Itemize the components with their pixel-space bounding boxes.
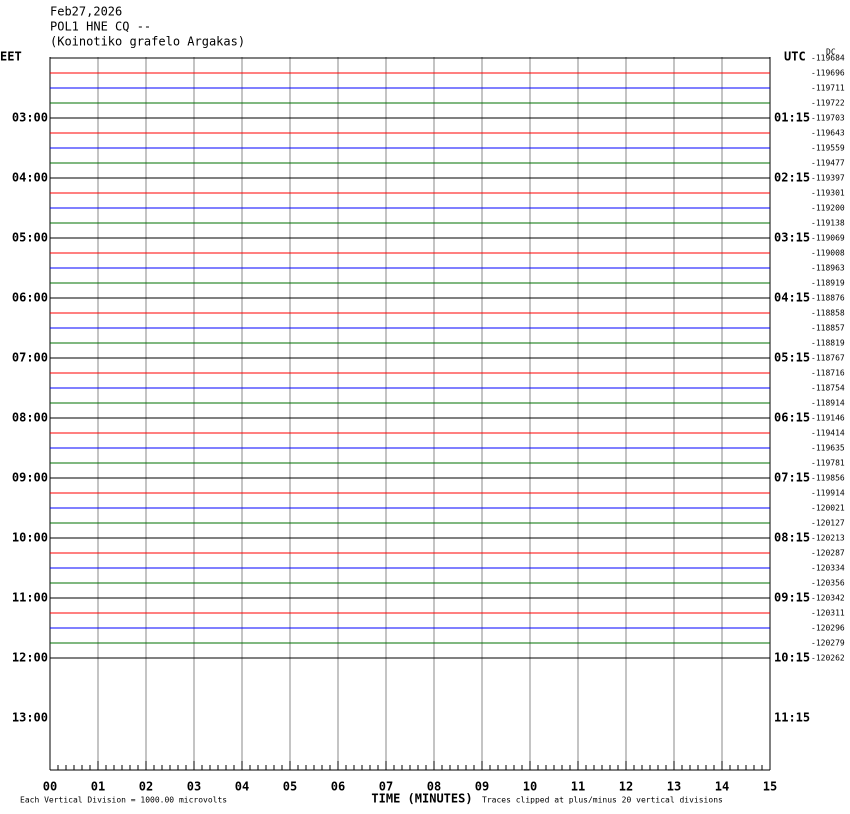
left-time-label: 07:00 <box>12 351 48 365</box>
trace-offset: -119477 <box>811 159 845 168</box>
trace-offset: -119138 <box>811 219 845 228</box>
trace-offset: -119684 <box>811 54 845 63</box>
trace-offset: -118919 <box>811 279 845 288</box>
trace-offset: -119696 <box>811 69 845 78</box>
trace-offset: -120342 <box>811 594 845 603</box>
trace-offset: -118858 <box>811 309 845 318</box>
x-tick-label: 00 <box>43 780 57 794</box>
left-time-label: 13:00 <box>12 711 48 725</box>
x-tick-label: 02 <box>139 780 153 794</box>
trace-offset: -119397 <box>811 174 845 183</box>
left-time-label: 10:00 <box>12 531 48 545</box>
x-tick-label: 05 <box>283 780 297 794</box>
trace-offset: -118876 <box>811 294 845 303</box>
location: (Koinotiko grafelo Argakas) <box>50 35 245 49</box>
x-tick-label: 07 <box>379 780 393 794</box>
station: POL1 HNE CQ -- <box>50 20 151 34</box>
trace-offset: -119414 <box>811 429 845 438</box>
trace-offset: -120127 <box>811 519 845 528</box>
trace-offset: -119703 <box>811 114 845 123</box>
trace-offset: -119559 <box>811 144 845 153</box>
right-time-label: 01:15 <box>774 111 810 125</box>
trace-offset: -119146 <box>811 414 845 423</box>
right-time-label: 03:15 <box>774 231 810 245</box>
x-tick-label: 10 <box>523 780 537 794</box>
x-tick-label: 01 <box>91 780 105 794</box>
trace-offset: -118819 <box>811 339 845 348</box>
corner-label: DC <box>826 48 836 57</box>
trace-offset: -120021 <box>811 504 845 513</box>
left-time-label: 06:00 <box>12 291 48 305</box>
trace-offset: -120213 <box>811 534 845 543</box>
trace-offset: -119856 <box>811 474 845 483</box>
date: Feb27,2026 <box>50 5 122 19</box>
trace-offset: -120296 <box>811 624 845 633</box>
right-time-label: 09:15 <box>774 591 810 605</box>
scale-note: Each Vertical Division = 1000.00 microvo… <box>20 796 227 805</box>
x-tick-label: 15 <box>763 780 777 794</box>
left-time-label: 08:00 <box>12 411 48 425</box>
x-tick-label: 12 <box>619 780 633 794</box>
left-time-label: 04:00 <box>12 171 48 185</box>
trace-offset: -120287 <box>811 549 845 558</box>
left-time-label: 09:00 <box>12 471 48 485</box>
trace-offset: -119914 <box>811 489 845 498</box>
x-tick-label: 03 <box>187 780 201 794</box>
trace-offset: -118963 <box>811 264 845 273</box>
x-tick-label: 09 <box>475 780 489 794</box>
trace-offset: -120356 <box>811 579 845 588</box>
x-tick-label: 06 <box>331 780 345 794</box>
trace-offset: -119635 <box>811 444 845 453</box>
right-axis-title: UTC <box>784 50 806 64</box>
trace-offset: -118767 <box>811 354 845 363</box>
right-time-label: 06:15 <box>774 411 810 425</box>
trace-offset: -119200 <box>811 204 845 213</box>
x-tick-label: 11 <box>571 780 585 794</box>
trace-offset: -119722 <box>811 99 845 108</box>
trace-offset: -119781 <box>811 459 845 468</box>
right-time-label: 02:15 <box>774 171 810 185</box>
clip-note: Traces clipped at plus/minus 20 vertical… <box>482 796 723 805</box>
right-time-label: 10:15 <box>774 651 810 665</box>
x-axis-title: TIME (MINUTES) <box>371 792 472 806</box>
left-time-label: 12:00 <box>12 651 48 665</box>
x-tick-label: 13 <box>667 780 681 794</box>
right-time-label: 04:15 <box>774 291 810 305</box>
trace-offset: -119711 <box>811 84 845 93</box>
left-time-label: 11:00 <box>12 591 48 605</box>
trace-offset: -120262 <box>811 654 845 663</box>
trace-offset: -119008 <box>811 249 845 258</box>
trace-offset: -118754 <box>811 384 845 393</box>
trace-offset: -120279 <box>811 639 845 648</box>
right-time-label: 05:15 <box>774 351 810 365</box>
left-time-label: 03:00 <box>12 111 48 125</box>
x-tick-label: 08 <box>427 780 441 794</box>
trace-offset: -119643 <box>811 129 845 138</box>
trace-offset: -120311 <box>811 609 845 618</box>
trace-offset: -118914 <box>811 399 845 408</box>
left-time-label: 05:00 <box>12 231 48 245</box>
x-tick-label: 14 <box>715 780 729 794</box>
right-time-label: 07:15 <box>774 471 810 485</box>
trace-offset: -120334 <box>811 564 845 573</box>
trace-offset: -118857 <box>811 324 845 333</box>
x-tick-label: 04 <box>235 780 249 794</box>
right-time-label: 11:15 <box>774 711 810 725</box>
trace-offset: -118716 <box>811 369 845 378</box>
left-axis-title: EET <box>0 50 22 64</box>
trace-offset: -119301 <box>811 189 845 198</box>
right-time-label: 08:15 <box>774 531 810 545</box>
trace-offset: -119069 <box>811 234 845 243</box>
